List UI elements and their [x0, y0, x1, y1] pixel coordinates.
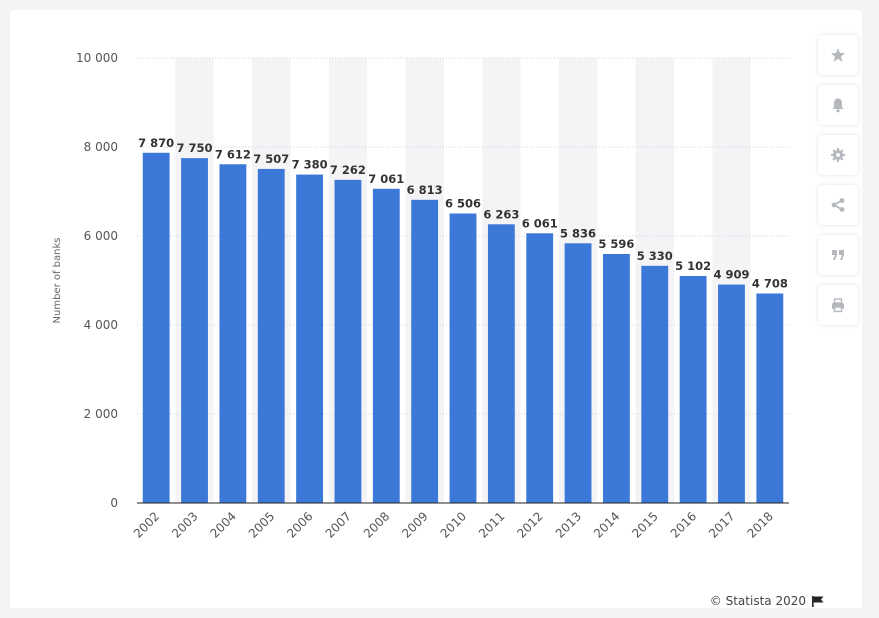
data-label: 5 330 — [637, 249, 673, 263]
x-tick-label: 2004 — [208, 509, 239, 540]
bar-chart: 0 2 000 4 000 6 000 8 000 10 000 Number of ban… — [52, 51, 789, 541]
data-label: 7 061 — [368, 172, 404, 186]
y-tick-label: 0 — [110, 496, 118, 510]
data-label: 6 263 — [483, 207, 519, 221]
bar — [564, 243, 592, 503]
y-tick-label: 6 000 — [84, 229, 118, 243]
bar — [526, 233, 554, 503]
data-label: 7 507 — [253, 152, 289, 166]
data-label: 7 380 — [292, 158, 328, 172]
x-tick-label: 2007 — [323, 509, 354, 540]
quote-icon — [832, 250, 844, 260]
x-tick-label: 2011 — [476, 509, 507, 540]
bar — [181, 158, 208, 503]
notify-button[interactable] — [818, 85, 858, 125]
data-label: 5 596 — [598, 237, 634, 251]
data-label: 5 836 — [560, 226, 596, 240]
data-label: 7 870 — [138, 136, 174, 150]
gear-icon — [831, 148, 845, 162]
bar — [257, 168, 285, 503]
x-tick-label: 2003 — [169, 509, 200, 540]
bar — [718, 284, 745, 503]
x-tick-label: 2014 — [591, 509, 622, 540]
bar — [219, 164, 247, 504]
bell-icon — [832, 98, 844, 113]
bar — [142, 152, 170, 503]
data-label: 6 813 — [407, 183, 443, 197]
bar — [334, 179, 362, 503]
data-label: 4 708 — [752, 276, 788, 290]
share-button[interactable] — [818, 185, 858, 225]
y-axis-title: Number of banks — [52, 238, 63, 324]
star-icon — [831, 48, 845, 62]
chart-card: 0 2 000 4 000 6 000 8 000 10 000 Number of ban… — [10, 10, 862, 608]
x-tick-label: 2009 — [399, 509, 430, 540]
data-label: 5 102 — [675, 259, 711, 273]
bar — [679, 275, 707, 503]
bar — [449, 213, 477, 503]
data-label: 7 262 — [330, 163, 366, 177]
statista-credit[interactable]: © Statista 2020 — [710, 594, 824, 608]
share-icon — [831, 198, 845, 212]
bar — [296, 174, 324, 503]
data-label: 6 506 — [445, 196, 481, 210]
data-label: 7 612 — [215, 147, 251, 161]
bar — [372, 188, 400, 503]
cite-button[interactable] — [818, 235, 858, 275]
x-tick-label: 2002 — [131, 509, 162, 540]
x-tick-label: 2018 — [744, 509, 775, 540]
y-tick-label: 4 000 — [84, 318, 118, 332]
x-tick-label: 2010 — [438, 509, 469, 540]
bar — [602, 253, 630, 503]
credit-text: © Statista 2020 — [709, 594, 806, 608]
data-label: 6 061 — [522, 216, 558, 230]
print-icon — [832, 298, 844, 313]
bar — [487, 224, 515, 503]
x-tick-label: 2013 — [553, 509, 584, 540]
bar — [641, 265, 669, 503]
x-tick-label: 2005 — [246, 509, 277, 540]
flag-icon — [812, 595, 824, 607]
data-label: 4 909 — [713, 268, 749, 282]
settings-button[interactable] — [818, 135, 858, 175]
y-tick-label: 8 000 — [84, 140, 118, 154]
y-tick-label: 2 000 — [84, 407, 118, 421]
print-button[interactable] — [818, 285, 858, 325]
x-tick-label: 2008 — [361, 509, 392, 540]
bar — [411, 199, 439, 503]
data-label: 7 750 — [177, 141, 213, 155]
x-tick-label: 2015 — [629, 509, 660, 540]
x-tick-label: 2006 — [284, 509, 315, 540]
favorite-button[interactable] — [818, 35, 858, 75]
bar — [756, 293, 784, 503]
x-tick-label: 2016 — [668, 509, 699, 540]
chart-toolbar — [818, 35, 858, 325]
x-tick-label: 2017 — [706, 509, 737, 540]
y-tick-label: 10 000 — [76, 51, 118, 65]
x-tick-label: 2012 — [514, 509, 545, 540]
